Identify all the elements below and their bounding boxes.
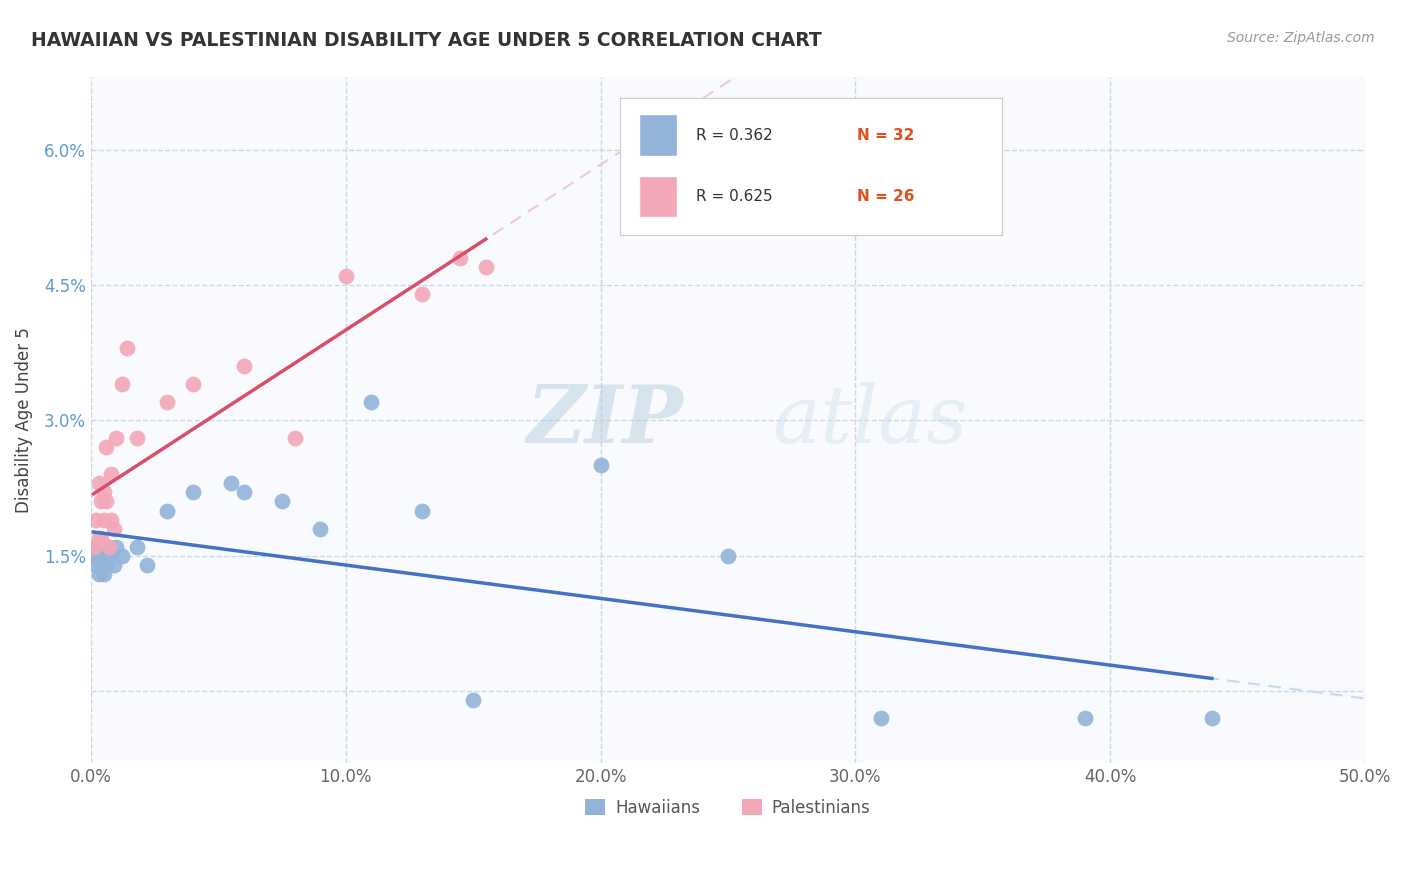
Point <box>90 540 112 554</box>
Point <box>411 287 433 301</box>
Point <box>411 503 433 517</box>
Point <box>96 494 118 508</box>
Point <box>717 549 740 563</box>
Legend: Hawaiians, Palestinians: Hawaiians, Palestinians <box>578 792 877 823</box>
Y-axis label: Disability Age Under 5: Disability Age Under 5 <box>15 327 32 513</box>
Point <box>1073 711 1095 725</box>
Point <box>93 549 115 563</box>
Point <box>87 531 110 545</box>
Point <box>87 476 110 491</box>
Point <box>335 268 357 283</box>
Point <box>125 540 148 554</box>
Point <box>93 485 115 500</box>
Point <box>103 558 125 572</box>
Point <box>232 485 254 500</box>
Point <box>83 540 105 554</box>
Point <box>83 549 105 563</box>
Point <box>156 503 179 517</box>
Text: atlas: atlas <box>772 382 967 459</box>
Point <box>271 494 294 508</box>
Point <box>360 395 382 409</box>
Point <box>97 540 120 554</box>
Point <box>309 522 332 536</box>
Point <box>100 467 122 482</box>
Point <box>156 395 179 409</box>
Point <box>100 549 122 563</box>
Point <box>110 377 132 392</box>
Text: HAWAIIAN VS PALESTINIAN DISABILITY AGE UNDER 5 CORRELATION CHART: HAWAIIAN VS PALESTINIAN DISABILITY AGE U… <box>31 31 821 50</box>
Point <box>219 476 242 491</box>
Point <box>232 359 254 373</box>
Point <box>90 558 112 572</box>
Point <box>96 558 118 572</box>
Point <box>87 549 110 563</box>
Point <box>93 512 115 526</box>
Point <box>100 512 122 526</box>
Point <box>1201 711 1223 725</box>
Text: ZIP: ZIP <box>526 382 683 459</box>
Point <box>136 558 159 572</box>
Point <box>463 693 485 707</box>
Point <box>96 549 118 563</box>
Point <box>181 377 204 392</box>
Point <box>869 711 891 725</box>
Point <box>87 566 110 581</box>
Point <box>181 485 204 500</box>
Point <box>97 540 120 554</box>
Point <box>125 431 148 445</box>
Point <box>589 458 612 473</box>
Point <box>90 494 112 508</box>
Text: Source: ZipAtlas.com: Source: ZipAtlas.com <box>1227 31 1375 45</box>
Point <box>284 431 307 445</box>
Point <box>105 540 128 554</box>
Point <box>96 441 118 455</box>
Point <box>93 566 115 581</box>
Point <box>84 558 107 572</box>
Point <box>103 522 125 536</box>
Point <box>110 549 132 563</box>
Point <box>84 512 107 526</box>
Point <box>90 531 112 545</box>
Point <box>105 431 128 445</box>
Point <box>475 260 498 274</box>
Point <box>84 540 107 554</box>
Point <box>449 251 471 265</box>
Point <box>115 341 138 355</box>
